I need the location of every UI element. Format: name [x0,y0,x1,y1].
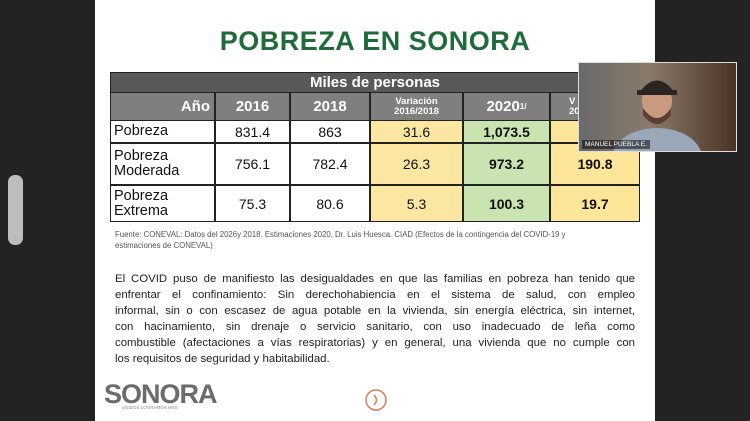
group-header: Miles de personas [110,72,640,93]
table-cell: 26.3 [370,143,463,185]
paragraph-line: informal, sin o con escasez de agua pota… [115,305,635,317]
table-cell: 100.3 [463,185,550,222]
table-cell: 973.2 [463,143,550,185]
table-cell: 1,073.5 [463,120,550,143]
participant-name: MANUEL PUEBLA E. [582,140,650,149]
table-cell: 31.6 [370,120,463,143]
row-label: Pobreza [110,120,215,143]
paragraph-line: los requisitos de seguridad y habitabili… [115,353,330,365]
column-header: 2016 [215,92,290,121]
header-text: 2016 [235,98,270,115]
logo-tagline: UNIDOS LOGRAMOS MÁS [122,405,178,410]
logo: SONORA [104,379,218,409]
paragraph-line: El COVID puso de manifiesto las desigual… [115,273,635,285]
label-line: Pobreza [114,148,169,164]
table-cell: 831.4 [215,120,290,143]
label-line: Moderada [114,163,180,179]
column-header: Variación 2016/2018 [370,92,463,121]
table-cell: 80.6 [290,185,370,222]
table-cell: 19.7 [550,185,640,222]
row-label: Pobreza Extrema [110,185,215,222]
side-toolbar[interactable] [8,175,23,245]
paragraph-line: enfrentar el confinamiento: Sin derechoh… [115,289,635,301]
header-text: 2020 [486,98,520,115]
webcam-feed: MANUEL PUEBLA E. [578,62,737,152]
header-text: Año [180,98,210,115]
source-line: estimaciones de CONEVAL) [115,241,213,250]
slide-title: POBREZA EN SONORA [219,26,531,56]
paragraph-line: con hacinamiento, sin drenaje o servicio… [115,321,635,333]
label-line: Pobreza [114,123,169,139]
person [613,80,701,151]
table-cell: 782.4 [290,143,370,185]
table-cell: 863 [290,120,370,143]
header-text: 2018 [313,98,347,115]
label-line: Extrema [114,202,168,219]
header-line: 2016/2018 [394,105,439,117]
header-sup: 1/ [519,102,527,111]
header-line: 20 [569,105,580,117]
column-header: Año [110,92,215,121]
header-line: V [569,95,576,107]
paragraph-line: combustible (afectaciones a vías respira… [115,337,635,349]
slide-icon [365,389,387,411]
header-line: Variación [395,95,438,107]
table-cell: 75.3 [215,185,290,222]
table-cell: 5.3 [370,185,463,222]
row-label: Pobreza Moderada [110,143,215,185]
column-header: 2018 [290,92,370,121]
column-header: 2020 1/ [463,92,550,121]
source-line: Fuente: CONEVAL: Datos del 2026y 2018. E… [115,230,566,239]
label-line: Pobreza [114,187,169,204]
table-cell: 756.1 [215,143,290,185]
